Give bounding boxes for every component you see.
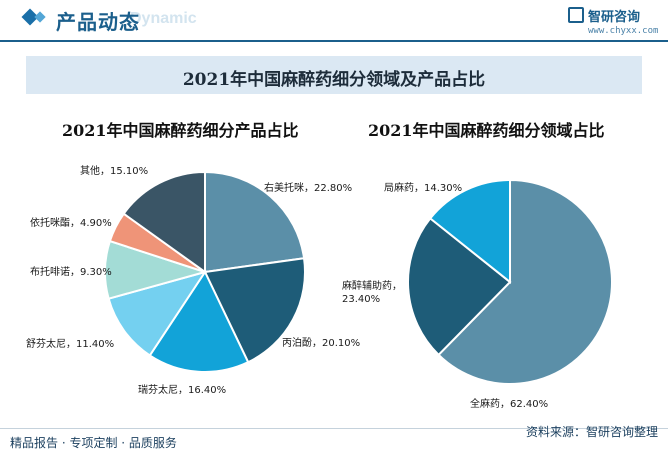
pie-slice-丙泊酚 (203, 257, 306, 364)
pie-slice-麻醉辅助药 (407, 216, 512, 357)
data-label-布托啡诺: 布托啡诺，9.30% (30, 265, 112, 278)
data-label-右美托咪: 右美托咪，22.80% (264, 181, 352, 194)
data-label-依托咪酯: 依托咪酯，4.90% (30, 216, 112, 229)
section-title: 产品动态 (56, 10, 140, 34)
pie-slice-右美托咪 (204, 170, 306, 274)
pie-slice-局麻药 (428, 178, 511, 285)
data-label-其他: 其他，15.10% (80, 164, 148, 177)
brand-name: 智研咨询 (587, 10, 640, 25)
data-label-瑞芬太尼: 瑞芬太尼，16.40% (138, 383, 226, 396)
data-label-局麻药: 局麻药，14.30% (384, 181, 462, 194)
data-label-舒芬太尼: 舒芬太尼，11.40% (26, 337, 114, 350)
section-subtitle: Dynamic (130, 10, 197, 27)
pie-slice-瑞芬太尼 (148, 269, 250, 373)
banner-title: 2021年中国麻醉药细分领域及产品占比 (182, 70, 486, 90)
footer-divider (0, 428, 668, 429)
chart-title-left: 2021年中国麻醉药细分产品占比 (62, 121, 299, 140)
footer-source: 资料来源：智研咨询整理 (525, 425, 658, 439)
footer-slogan: 精品报告 · 专项定制 · 品质服务 (10, 436, 177, 450)
brand-url: www.chyxx.com (587, 26, 659, 36)
page-header: Dynamic 产品动态 智研咨询 www.chyxx.com (0, 0, 668, 42)
data-label-丙泊酚: 丙泊酚，20.10% (282, 337, 360, 349)
header-divider (0, 40, 668, 42)
pie-slice-其他 (122, 170, 206, 274)
pie-slice-全麻药 (437, 178, 613, 385)
banner: 2021年中国麻醉药细分领域及产品占比 (26, 56, 642, 94)
brand: 智研咨询 www.chyxx.com (567, 6, 658, 36)
data-label-全麻药: 全麻药，62.40% (470, 397, 548, 410)
brand-logo-icon (567, 7, 584, 23)
data-label-麻醉辅助药: 麻醉辅助药， 23.40% (342, 279, 402, 305)
chart-title-right: 2021年中国麻醉药细分领域占比 (368, 121, 605, 140)
